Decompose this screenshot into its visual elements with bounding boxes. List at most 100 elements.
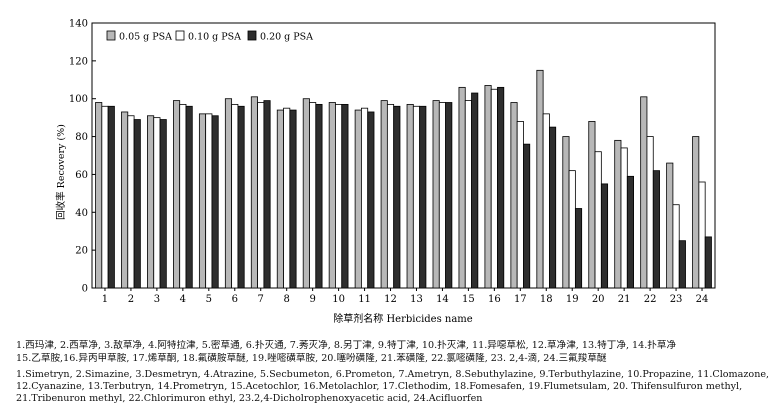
legend-label: 0.05 g PSA [119,32,172,43]
bar-0-20-g-psa-1 [107,105,115,289]
bar-0-20-g-psa-5 [211,115,219,289]
bar-0-05-g-psa-3 [147,115,155,289]
y-tick-label: 60 [75,170,88,181]
bar-0-10-g-psa-23 [672,204,680,289]
bar-0-05-g-psa-21 [614,139,622,289]
x-tick-label: 18 [540,294,553,305]
bar-0-05-g-psa-15 [458,86,466,289]
bar-0-20-g-psa-11 [367,111,375,289]
x-tick-label: 12 [384,294,397,305]
bar-0-10-g-psa-13 [412,105,421,289]
legend-swatch [175,30,185,41]
bar-0-10-g-psa-22 [646,136,654,289]
x-tick-label: 7 [258,294,264,305]
bar-0-10-g-psa-19 [568,170,576,289]
bar-0-10-g-psa-5 [205,113,213,289]
bar-0-20-g-psa-19 [574,208,583,289]
bar-0-05-g-psa-18 [536,69,544,289]
bar-0-10-g-psa-15 [464,100,472,289]
bar-0-20-g-psa-20 [600,183,609,289]
bar-0-20-g-psa-16 [497,86,505,289]
x-tick-label: 22 [644,294,657,305]
caption-english-line-3: 21.Tribenuron methyl, 22.Chlorimuron eth… [16,393,483,404]
x-tick-label: 13 [410,294,423,305]
bar-0-10-g-psa-18 [542,113,550,289]
bar-0-05-g-psa-23 [666,162,674,289]
legend-label: 0.20 g PSA [260,32,313,43]
y-tick-label: 20 [75,246,88,257]
bar-0-05-g-psa-4 [173,100,181,289]
y-tick-label: 120 [69,56,88,67]
bar-0-10-g-psa-9 [309,102,317,289]
bar-0-20-g-psa-2 [133,119,141,289]
x-tick-label: 6 [232,294,238,305]
caption-chinese-line-2: 15.乙草胺,16.异丙甲草胺, 17.烯草酮, 18.氟磺胺草醚, 19.唑嘧… [16,353,607,364]
bar-0-10-g-psa-4 [179,103,187,289]
bar-0-10-g-psa-2 [127,115,135,289]
bar-0-05-g-psa-10 [328,102,336,289]
x-axis-label: 除草剂名称 Herbicides name [333,312,473,325]
bar-0-20-g-psa-13 [419,105,427,289]
bar-0-20-g-psa-4 [185,105,193,289]
bar-0-05-g-psa-17 [510,102,518,289]
bar-0-05-g-psa-22 [640,96,648,289]
bar-0-10-g-psa-11 [361,107,369,289]
bar-0-20-g-psa-23 [678,240,686,289]
x-tick-label: 11 [358,294,371,305]
legend-label: 0.10 g PSA [188,32,241,43]
bar-0-10-g-psa-24 [698,181,706,289]
bar-0-10-g-psa-1 [101,105,109,289]
bar-0-10-g-psa-20 [594,151,602,289]
caption-english-line-1: 1.Simetryn, 2.Simazine, 3.Desmetryn, 4.A… [16,369,768,380]
x-tick-label: 14 [436,294,449,305]
bar-0-10-g-psa-14 [438,102,446,289]
bar-0-05-g-psa-8 [276,109,284,289]
bar-0-05-g-psa-16 [484,85,492,289]
bar-0-10-g-psa-21 [620,147,628,289]
x-tick-label: 4 [180,294,186,305]
x-tick-label: 8 [284,294,290,305]
x-tick-label: 5 [206,294,212,305]
bar-0-05-g-psa-5 [198,113,207,289]
bar-0-10-g-psa-12 [386,103,395,289]
bar-0-05-g-psa-9 [302,98,310,289]
x-tick-label: 10 [332,294,345,305]
bar-0-10-g-psa-10 [335,103,343,289]
bar-0-20-g-psa-18 [549,126,557,289]
bar-0-20-g-psa-14 [445,102,453,289]
bar-0-20-g-psa-3 [159,119,167,289]
bar-0-05-g-psa-13 [406,103,414,289]
x-tick-label: 9 [309,294,315,305]
y-tick-label: 40 [75,208,88,219]
bar-0-20-g-psa-22 [652,170,660,289]
bar-0-10-g-psa-17 [516,121,524,289]
x-tick-label: 19 [566,294,579,305]
x-tick-label: 20 [592,294,605,305]
bar-0-20-g-psa-6 [237,105,245,289]
bar-0-10-g-psa-3 [153,117,161,289]
caption-english-line-2: 12.Cyanazine, 13.Terbutryn, 14.Prometryn… [16,381,743,392]
bar-0-10-g-psa-6 [231,103,239,289]
bar-0-05-g-psa-12 [380,100,388,289]
x-tick-label: 21 [618,294,631,305]
caption-chinese-line-1: 1.西玛津, 2.西草净, 3.敌草净, 4.阿特拉津, 5.密草通, 6.扑灭… [16,340,677,351]
x-tick-label: 15 [462,294,475,305]
y-axis-label: 回收率 Recovery (%) [55,124,67,220]
bar-0-20-g-psa-8 [289,109,297,289]
bar-0-20-g-psa-17 [523,143,531,289]
bar-0-20-g-psa-15 [471,92,479,289]
x-tick-label: 2 [128,294,134,305]
bar-0-05-g-psa-1 [95,102,103,289]
bar-0-20-g-psa-12 [393,105,401,289]
y-tick-label: 140 [69,19,88,30]
bar-0-20-g-psa-9 [315,103,323,289]
bar-0-05-g-psa-11 [354,109,362,289]
bar-0-20-g-psa-10 [341,103,349,289]
y-tick-label: 0 [82,284,88,295]
y-tick-label: 80 [75,132,88,143]
bar-0-05-g-psa-2 [121,111,129,289]
bar-0-05-g-psa-14 [432,100,440,289]
bar-0-05-g-psa-19 [562,136,570,289]
